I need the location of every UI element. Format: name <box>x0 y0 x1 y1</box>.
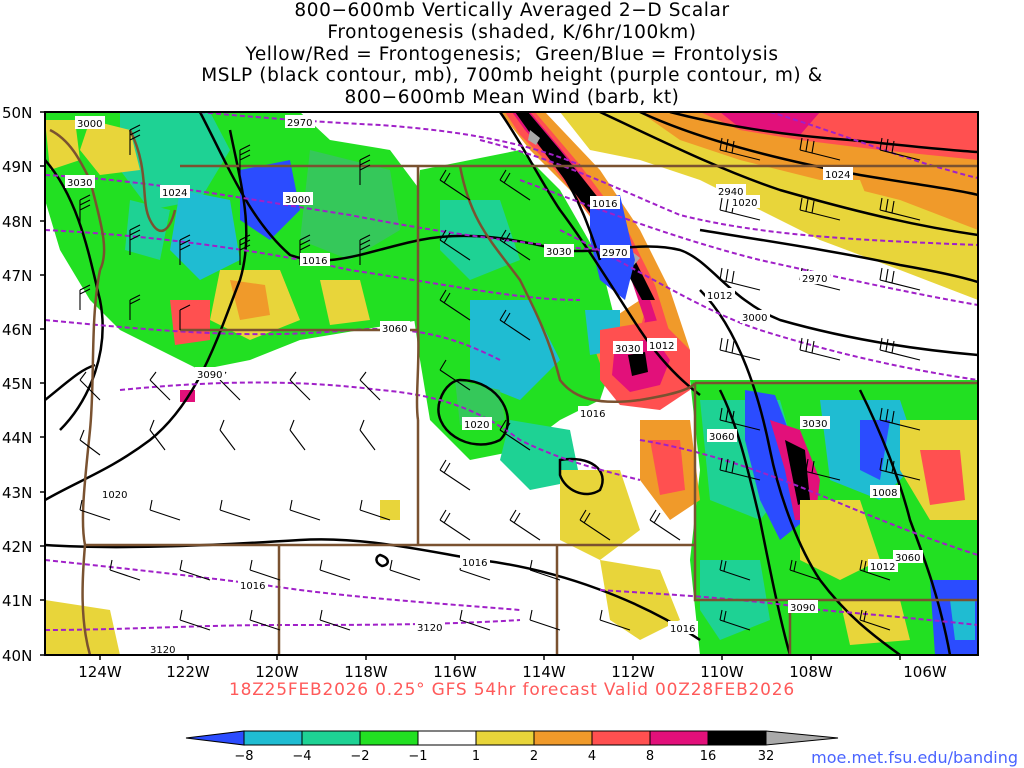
mslp-label: 1016 <box>580 409 605 420</box>
height-label: 3090 <box>790 603 815 614</box>
colorbar-label: 16 <box>700 749 717 764</box>
lon-label: 106W <box>903 663 947 681</box>
height-label: 3030 <box>802 419 827 430</box>
height-label: 3030 <box>546 247 571 258</box>
height-label: 3030 <box>615 344 640 355</box>
mslp-label: 1012 <box>870 562 895 573</box>
mslp-label: 1016 <box>462 558 487 569</box>
mslp-label: 1024 <box>825 170 850 181</box>
title-line-5: 800−600mb Mean Wind (barb, kt) <box>344 87 680 109</box>
mslp-label: 1016 <box>592 199 617 210</box>
colorbar-label: 32 <box>758 749 775 764</box>
mslp-label: 1024 <box>162 188 187 199</box>
colorbar-swatch <box>301 730 361 746</box>
height-label: 2970 <box>602 248 627 259</box>
height-label: 2970 <box>287 118 312 129</box>
contour-labels: 1024 1016 1024 1020 1016 1012 1016 1020 … <box>65 115 923 656</box>
lat-label: 50N <box>2 104 32 122</box>
lon-label: 122W <box>166 663 210 681</box>
latitude-labels: 50N 49N 48N 47N 46N 45N 44N 43N 42N 41N … <box>2 104 32 665</box>
title-line-2: Frontogenesis (shaded, K/6hr/100km) <box>327 21 697 43</box>
lat-label: 43N <box>2 484 32 502</box>
colorbar-swatch <box>417 730 477 746</box>
chart-title: 800−600mb Vertically Averaged 2−D Scalar… <box>0 0 1024 109</box>
colorbar-label: 4 <box>588 749 596 764</box>
mslp-label: 1020 <box>732 198 757 209</box>
height-label: 3120 <box>417 623 442 634</box>
colorbar-swatch <box>649 730 709 746</box>
colorbar-label: −8 <box>234 749 253 764</box>
height-label: 3060 <box>709 432 734 443</box>
height-label: 3000 <box>77 119 102 130</box>
colorbar-label: −2 <box>350 749 369 764</box>
height-label: 3000 <box>285 195 310 206</box>
colorbar-label: 1 <box>472 749 480 764</box>
colorbar-swatch <box>533 730 593 746</box>
lat-label: 40N <box>2 647 32 665</box>
lon-label: 120W <box>255 663 299 681</box>
mslp-label: 1008 <box>872 488 897 499</box>
title-line-3: Yellow/Red = Frontogenesis; Green/Blue =… <box>245 43 779 65</box>
height-label: 3060 <box>382 324 407 335</box>
wind-barbs <box>79 124 921 631</box>
height-label: 3060 <box>895 553 920 564</box>
colorbar-swatch <box>243 730 303 746</box>
lon-label: 124W <box>78 663 122 681</box>
lat-label: 42N <box>2 538 32 556</box>
lat-label: 44N <box>2 429 32 447</box>
lat-label: 45N <box>2 375 32 393</box>
color-bar: −8 −4 −2 −1 1 2 4 8 16 32 <box>185 730 839 764</box>
lat-label: 47N <box>2 267 32 285</box>
height-label: 3090 <box>197 370 222 381</box>
colorbar-swatch <box>591 730 651 746</box>
colorbar-swatch <box>185 730 245 746</box>
lon-label: 112W <box>611 663 655 681</box>
lat-label: 48N <box>2 213 32 231</box>
colorbar-label: −4 <box>292 749 311 764</box>
colorbar-label: 8 <box>646 749 654 764</box>
colorbar-swatch <box>765 730 839 746</box>
title-line-4: MSLP (black contour, mb), 700mb height (… <box>201 65 823 87</box>
frontogenesis-shading <box>45 112 978 655</box>
mslp-label: 1016 <box>240 581 265 592</box>
colorbar-swatch <box>707 730 767 746</box>
lon-label: 116W <box>433 663 477 681</box>
mslp-label: 1012 <box>707 291 732 302</box>
colorbar-label: −1 <box>408 749 427 764</box>
lon-label: 118W <box>344 663 388 681</box>
height-label: 2940 <box>718 187 743 198</box>
lat-label: 46N <box>2 321 32 339</box>
axis-ticks <box>40 111 901 660</box>
lat-label: 41N <box>2 592 32 610</box>
state-borders <box>49 128 978 656</box>
mslp-label: 1016 <box>302 256 327 267</box>
lat-label: 49N <box>2 158 32 176</box>
lon-label: 114W <box>522 663 566 681</box>
lon-label: 110W <box>700 663 744 681</box>
source-credit: moe.met.fsu.edu/banding <box>811 748 1018 767</box>
height-label: 3030 <box>67 178 92 189</box>
forecast-valid-caption: 18Z25FEB2026 0.25° GFS 54hr forecast Val… <box>228 680 796 700</box>
height-label: 2970 <box>802 274 827 285</box>
mslp-label: 1020 <box>102 490 127 501</box>
mslp-label: 1016 <box>670 624 695 635</box>
title-line-1: 800−600mb Vertically Averaged 2−D Scalar <box>294 0 730 21</box>
height-label: 3120 <box>150 645 175 656</box>
colorbar-swatch <box>359 730 419 746</box>
colorbar-label: 2 <box>530 749 538 764</box>
mslp-contours <box>45 112 978 655</box>
lon-label: 108W <box>789 663 833 681</box>
height-label: 3000 <box>742 313 767 324</box>
colorbar-swatch <box>475 730 535 746</box>
mslp-label: 1020 <box>464 420 489 431</box>
longitude-labels: 124W 122W 120W 118W 116W 114W 112W 110W … <box>78 663 947 681</box>
mslp-label: 1012 <box>649 341 674 352</box>
